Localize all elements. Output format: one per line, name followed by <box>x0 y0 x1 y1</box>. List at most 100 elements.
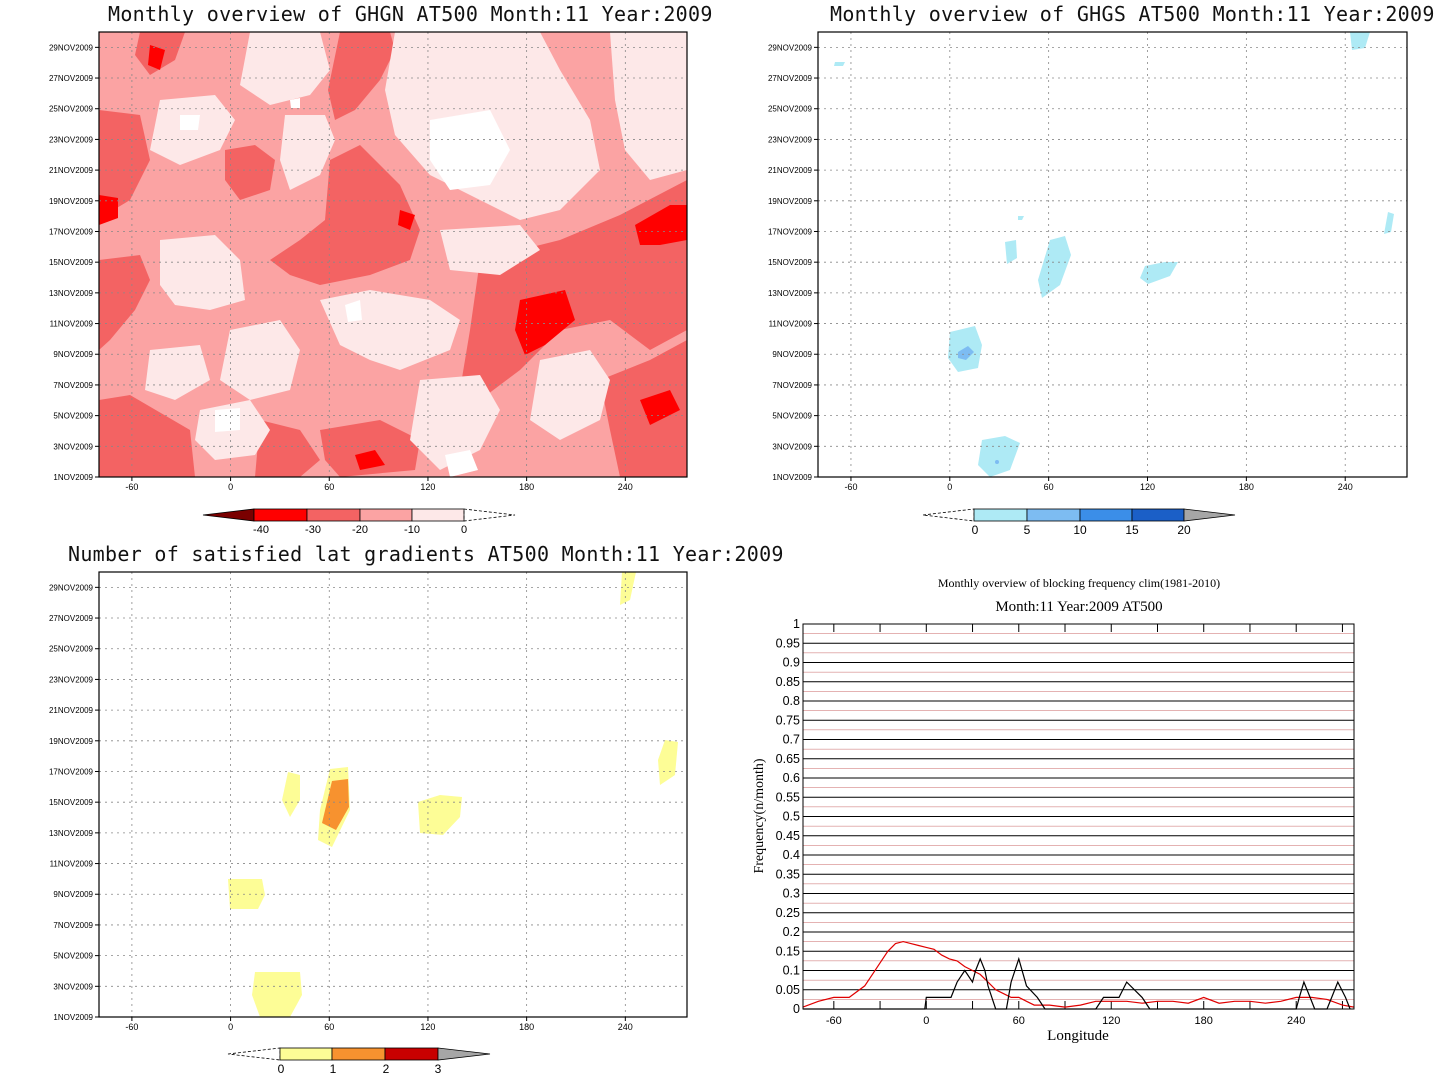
grid <box>803 623 1354 1010</box>
y-tick-label: 19NOV2009 <box>49 737 94 746</box>
y-tick-label: 0.5 <box>783 810 800 824</box>
y-axis-label: Frequency(n/month) <box>752 758 767 873</box>
y-tick-label: 0.45 <box>776 829 800 843</box>
colorbar: 0 5 10 15 20 <box>922 508 1236 537</box>
colorbar: -40 -30 -20 -10 0 <box>202 508 516 536</box>
y-tick-label: 25NOV2009 <box>768 105 813 114</box>
x-tick-label: 120 <box>420 482 435 492</box>
y-tick-label: 0.4 <box>783 848 800 862</box>
y-tick-label: 3NOV2009 <box>53 442 93 451</box>
grid <box>99 572 687 1017</box>
x-tick-label: 180 <box>519 1022 534 1032</box>
y-tick-label: 13NOV2009 <box>768 289 813 298</box>
y-tick-label: 15NOV2009 <box>49 258 94 267</box>
y-tick-label: 1NOV2009 <box>772 473 812 482</box>
x-tick-label: -60 <box>826 1015 842 1027</box>
y-tick-label: 0.35 <box>776 867 800 881</box>
y-tick-label: 13NOV2009 <box>49 289 94 298</box>
y-tick-label: 29NOV2009 <box>49 43 94 52</box>
axis-ticks: -60 0 60 120 180 240 1NOV2009 3NOV2009 5NOV2009 7… <box>49 43 633 492</box>
y-tick-label: 7NOV2009 <box>53 921 93 930</box>
y-tick-label: 9NOV2009 <box>53 890 93 899</box>
x-tick-label: -60 <box>844 482 857 492</box>
y-tick-label: 23NOV2009 <box>768 135 813 144</box>
y-tick-label: 27NOV2009 <box>768 74 813 83</box>
y-tick-label: 0.95 <box>776 636 800 650</box>
panel-ghgs: Monthly overview of GHGS AT500 Month:11 … <box>720 0 1440 545</box>
y-tick-label: 25NOV2009 <box>49 105 94 114</box>
y-tick-label: 0.05 <box>776 983 800 997</box>
grid <box>818 32 1407 477</box>
y-tick-label: 27NOV2009 <box>49 614 94 623</box>
lat-plot: -60 0 60 120 180 2401NOV20093NOV20095NOV20097… <box>49 571 688 1076</box>
y-tick-label: 9NOV2009 <box>53 350 93 359</box>
colorbar-label: 20 <box>1177 523 1191 537</box>
x-tick-label: 120 <box>1140 482 1155 492</box>
y-tick-label: 17NOV2009 <box>768 227 813 236</box>
y-tick-label: 0.7 <box>783 733 800 747</box>
x-axis-label: Longitude <box>1047 1028 1109 1044</box>
y-tick-label: 19NOV2009 <box>49 197 94 206</box>
panel-title: Monthly overview of GHGS AT500 Month:11 … <box>830 2 1435 26</box>
panel-title: Monthly overview of GHGN AT500 Month:11 … <box>108 2 713 26</box>
chart-title: Monthly overview of blocking frequency c… <box>938 576 1220 590</box>
x-tick-label: 240 <box>618 1022 633 1032</box>
y-tick-label: 29NOV2009 <box>768 43 813 52</box>
colorbar-label: -10 <box>404 524 420 536</box>
colorbar-label: 15 <box>1125 523 1139 537</box>
y-tick-label: 0.25 <box>776 906 800 920</box>
colorbar-label: 0 <box>278 1062 285 1076</box>
y-tick-label: 21NOV2009 <box>768 166 813 175</box>
y-tick-label: 0.15 <box>776 944 800 958</box>
y-tick-label: 1 <box>793 617 800 631</box>
y-tick-label: 29NOV2009 <box>49 583 94 592</box>
x-tick-label: 240 <box>1287 1015 1305 1027</box>
y-tick-label: 3NOV2009 <box>53 982 93 991</box>
axis-ticks: -60 0 60 120 180 240 1NOV2009 3NOV2009 5NOV2009 7… <box>49 583 633 1032</box>
y-tick-label: 19NOV2009 <box>768 197 813 206</box>
y-tick-label: 5NOV2009 <box>53 952 93 961</box>
y-tick-label: 21NOV2009 <box>49 166 94 175</box>
x-tick-label: 180 <box>519 482 534 492</box>
colorbar-label: 2 <box>383 1062 390 1076</box>
y-tick-label: 27NOV2009 <box>49 74 94 83</box>
y-tick-label: 7NOV2009 <box>53 381 93 390</box>
x-tick-label: 180 <box>1239 482 1254 492</box>
y-tick-label: 7NOV2009 <box>772 381 812 390</box>
x-tick-label: 0 <box>947 482 952 492</box>
x-tick-label: 120 <box>1102 1015 1120 1027</box>
colorbar-label: -20 <box>352 524 368 536</box>
axis-ticks: -60 0 60 120 180 240 1NOV2009 3NOV2009 5NOV2009 7… <box>768 43 1353 492</box>
y-tick-label: 17NOV2009 <box>49 767 94 776</box>
y-tick-label: 1NOV2009 <box>53 1013 93 1022</box>
y-tick-label: 0.1 <box>783 964 800 978</box>
y-tick-label: 9NOV2009 <box>772 350 812 359</box>
y-tick-label: 11NOV2009 <box>769 320 813 329</box>
grid <box>99 32 687 477</box>
x-tick-label: 60 <box>324 1022 334 1032</box>
colorbar-label: 1 <box>330 1062 337 1076</box>
chart-subtitle: Month:11 Year:2009 AT500 <box>995 599 1162 615</box>
x-tick-label: 0 <box>228 482 233 492</box>
panel-lat-gradients: Number of satisfied lat gradients AT500 … <box>0 542 784 1091</box>
y-tick-label: 11NOV2009 <box>50 860 94 869</box>
y-tick-label: 0.6 <box>783 771 800 785</box>
y-tick-label: 23NOV2009 <box>49 135 94 144</box>
y-tick-label: 0.3 <box>783 887 800 901</box>
y-tick-label: 0.9 <box>783 656 800 670</box>
ghgn-plot: -60 0 60 120 180 240 1NOV2009 3NOV2009 5NOV2009 7… <box>49 31 688 536</box>
y-tick-label: 5NOV2009 <box>53 412 93 421</box>
colorbar-label: 0 <box>972 523 979 537</box>
y-tick-label: 25NOV2009 <box>49 645 94 654</box>
y-tick-label: 15NOV2009 <box>768 258 813 267</box>
panel-ghgn: Monthly overview of GHGN AT500 Month:11 … <box>0 0 720 545</box>
y-tick-label: 1NOV2009 <box>53 473 93 482</box>
colorbar-label: 10 <box>1073 523 1087 537</box>
y-tick-label: 0.75 <box>776 713 800 727</box>
x-tick-label: 240 <box>618 482 633 492</box>
x-tick-label: 60 <box>324 482 334 492</box>
ghgs-plot: -60 0 60 120 180 240 1NOV2009 3NOV2009 5NOV2009 7… <box>768 31 1408 537</box>
series-lines <box>802 940 1355 1010</box>
x-tick-label: 240 <box>1338 482 1353 492</box>
y-tick-label: 0.65 <box>776 752 800 766</box>
